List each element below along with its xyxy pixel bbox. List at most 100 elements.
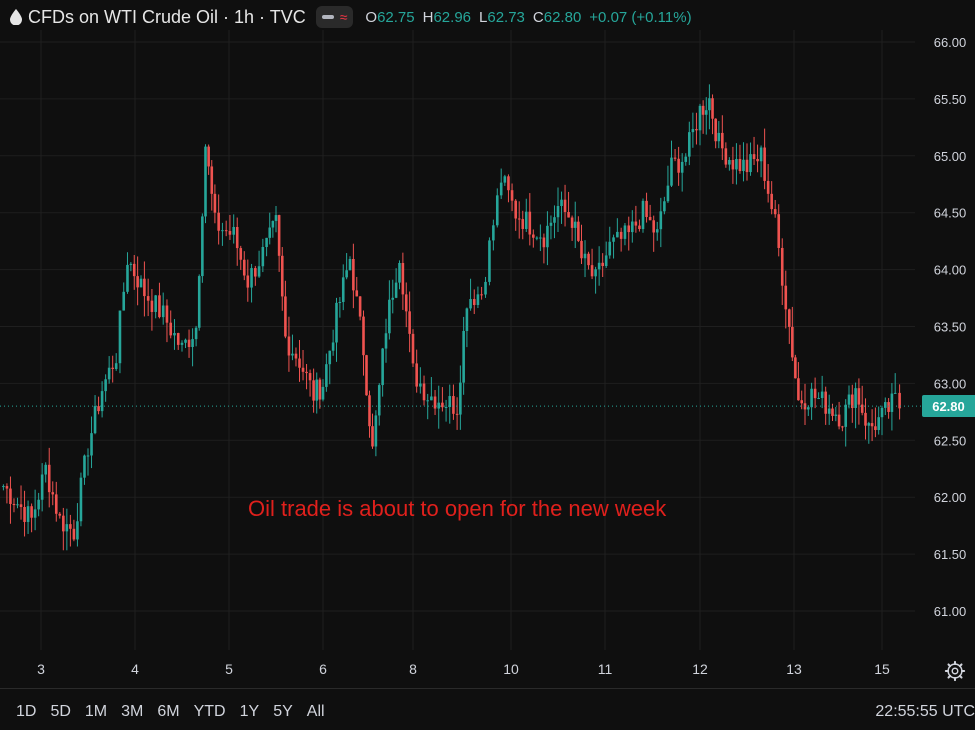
candle xyxy=(221,222,224,246)
range-6m[interactable]: 6M xyxy=(157,703,180,720)
candle-body xyxy=(495,195,499,226)
candle xyxy=(224,220,228,237)
candle xyxy=(770,181,773,215)
candle-body xyxy=(864,412,867,426)
candle xyxy=(33,489,37,531)
x-tick-label: 3 xyxy=(37,661,45,677)
gear-icon[interactable] xyxy=(944,660,966,682)
candle xyxy=(784,270,788,329)
candle xyxy=(51,481,55,506)
candle xyxy=(763,128,766,190)
x-tick-label: 13 xyxy=(786,661,802,677)
candle-body xyxy=(228,231,232,235)
candle-body xyxy=(154,295,157,312)
candle xyxy=(542,233,546,264)
candle xyxy=(146,278,150,317)
candle xyxy=(261,238,265,273)
candle xyxy=(93,395,97,435)
candle-body xyxy=(437,402,441,409)
oil-drop-icon xyxy=(10,9,22,25)
candle-body xyxy=(433,396,437,409)
candle xyxy=(745,143,749,181)
candle xyxy=(118,310,122,374)
candle-body xyxy=(745,159,749,173)
candle-body xyxy=(312,380,315,401)
candle-body xyxy=(352,258,355,291)
x-tick-label: 10 xyxy=(503,661,519,677)
candle xyxy=(570,215,574,241)
candle xyxy=(735,143,738,185)
minus-icon xyxy=(321,15,334,19)
candle-body xyxy=(355,290,359,297)
candle xyxy=(820,375,824,409)
range-3m[interactable]: 3M xyxy=(121,703,144,720)
candle xyxy=(877,406,880,435)
candle xyxy=(191,328,194,367)
candle xyxy=(738,144,742,174)
candle-body xyxy=(54,494,58,514)
candle xyxy=(794,354,797,379)
candle xyxy=(827,394,831,425)
candle xyxy=(111,355,114,383)
range-1m[interactable]: 1M xyxy=(84,703,108,720)
x-tick-label: 4 xyxy=(131,661,139,677)
candle-body xyxy=(217,212,220,231)
candle xyxy=(583,240,587,278)
high-label: H xyxy=(422,8,434,26)
y-axis: 61.00 61.50 62.00 62.50 63.00 63.50 64.00 64.50… xyxy=(934,35,967,619)
candle xyxy=(184,338,187,349)
candle-body xyxy=(631,221,634,233)
candle xyxy=(371,413,374,449)
candle-body xyxy=(752,154,756,160)
candle xyxy=(197,274,201,331)
symbol-title[interactable]: CFDs on WTI Crude Oil · 1h · TVC xyxy=(28,6,306,27)
candle-body xyxy=(724,148,728,165)
candle xyxy=(201,213,204,283)
candle xyxy=(90,416,93,469)
candle-body xyxy=(176,333,180,345)
utc-clock[interactable]: 22:55:55 UTC xyxy=(875,703,975,720)
candle xyxy=(756,144,759,173)
range-1y[interactable]: 1Y xyxy=(239,703,260,720)
y-tick-label: 61.50 xyxy=(934,547,967,562)
candle-body xyxy=(698,105,702,131)
change-value: +0.07 (+0.11%) xyxy=(589,8,692,26)
range-5y[interactable]: 5Y xyxy=(273,703,293,720)
candle xyxy=(612,234,615,259)
candle-body xyxy=(90,433,93,456)
candle-body xyxy=(47,464,51,493)
candle xyxy=(430,377,433,401)
range-1d[interactable]: 1D xyxy=(16,703,37,720)
candle-body xyxy=(315,379,319,401)
candle xyxy=(5,483,9,504)
candle xyxy=(577,216,580,243)
candle xyxy=(47,447,51,508)
candle xyxy=(408,291,411,353)
candle xyxy=(176,332,180,350)
range-5d[interactable]: 5D xyxy=(50,703,71,720)
candle xyxy=(348,256,352,271)
candle xyxy=(274,205,278,233)
candle-body xyxy=(19,504,23,507)
candle-body xyxy=(201,216,204,277)
candle-body xyxy=(194,327,198,340)
candle xyxy=(717,121,721,149)
candle xyxy=(480,286,483,300)
candle-body xyxy=(773,209,777,215)
candle xyxy=(358,296,362,321)
candle-body xyxy=(426,400,429,402)
candle xyxy=(143,261,146,317)
candle xyxy=(452,384,455,420)
x-tick-label: 8 xyxy=(409,661,417,677)
candle-body xyxy=(404,294,408,312)
range-all[interactable]: All xyxy=(306,703,325,720)
y-tick-label: 65.00 xyxy=(934,149,967,164)
candle xyxy=(824,386,827,425)
low-label: L xyxy=(479,8,488,26)
range-ytd[interactable]: YTD xyxy=(193,703,226,720)
x-tick-label: 11 xyxy=(598,661,613,677)
status-badge[interactable]: ≈ xyxy=(315,6,354,28)
candle-body xyxy=(556,206,560,218)
candle xyxy=(580,224,583,264)
